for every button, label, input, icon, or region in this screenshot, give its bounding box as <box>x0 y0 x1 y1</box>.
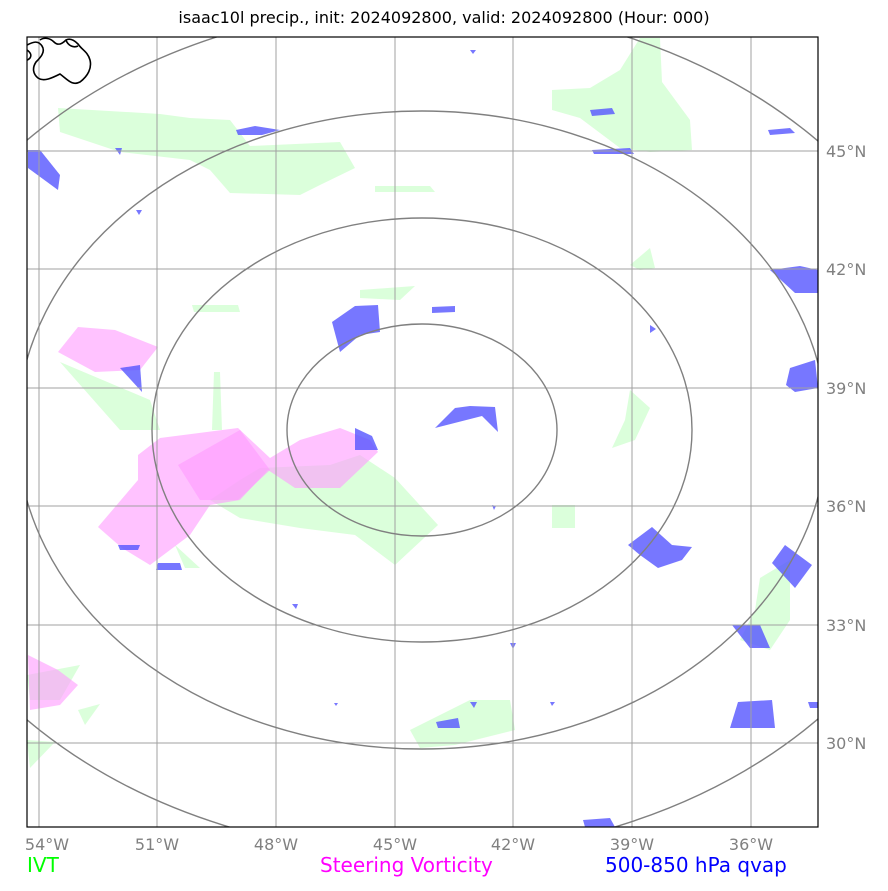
lon-label: 36°W <box>729 835 773 854</box>
qvap-region <box>435 406 498 432</box>
ivt-region <box>552 38 692 152</box>
vorticity-region <box>28 655 78 710</box>
plot-frame <box>26 36 819 828</box>
ivt-region <box>612 390 650 448</box>
lat-label: 36°N <box>826 497 866 516</box>
qvap-regions <box>28 50 818 827</box>
graticule <box>27 37 818 827</box>
qvap-region <box>583 818 615 827</box>
map-title: isaac10l precip., init: 2024092800, vali… <box>178 8 710 27</box>
range-ring <box>286 323 558 537</box>
qvap-region <box>156 563 182 570</box>
legend-ivt: IVT <box>27 853 59 877</box>
qvap-region <box>118 545 140 550</box>
ivt-region <box>27 740 55 768</box>
lon-label: 45°W <box>373 835 417 854</box>
plot-area <box>27 37 818 827</box>
ivt-region <box>60 362 160 430</box>
qvap-region <box>550 702 555 706</box>
longitude-labels: 54°W 51°W 48°W 45°W 42°W 39°W 36°W <box>25 835 773 854</box>
ivt-region <box>210 455 438 565</box>
ivt-region <box>360 286 415 300</box>
lon-label: 51°W <box>135 835 179 854</box>
lon-label: 42°W <box>491 835 535 854</box>
range-ring <box>151 217 693 643</box>
qvap-region <box>292 604 298 609</box>
ivt-region <box>552 505 575 528</box>
qvap-region <box>236 126 280 135</box>
qvap-region <box>136 210 142 215</box>
qvap-region <box>120 365 142 392</box>
vorticity-region <box>58 327 158 372</box>
ivt-region <box>410 700 515 748</box>
qvap-region <box>730 700 775 728</box>
lat-label: 42°N <box>826 260 866 279</box>
qvap-region <box>628 527 692 568</box>
vorticity-regions <box>28 327 378 710</box>
qvap-region <box>432 306 455 313</box>
ivt-region <box>212 372 222 430</box>
qvap-region <box>770 266 818 293</box>
lat-label: 39°N <box>826 379 866 398</box>
qvap-region <box>355 428 378 450</box>
qvap-region <box>786 360 818 392</box>
coastline-path <box>27 37 92 85</box>
lat-label: 45°N <box>826 142 866 161</box>
qvap-region <box>28 150 60 190</box>
qvap-region <box>470 50 476 54</box>
ivt-region <box>78 704 100 725</box>
legend-qvap: 500-850 hPa qvap <box>605 853 787 877</box>
vorticity-region <box>178 430 270 500</box>
lat-label: 30°N <box>826 734 866 753</box>
latitude-labels: 45°N 42°N 39°N 36°N 33°N 30°N <box>826 142 866 753</box>
ivt-region <box>375 186 435 192</box>
legend-steering-vorticity: Steering Vorticity <box>320 853 493 877</box>
ivt-region <box>175 545 200 568</box>
qvap-region <box>772 545 812 588</box>
ivt-region <box>630 248 655 270</box>
ivt-regions <box>27 38 790 768</box>
qvap-region <box>808 702 818 708</box>
qvap-region <box>332 305 380 352</box>
qvap-region <box>470 702 477 708</box>
lat-label: 33°N <box>826 616 866 635</box>
qvap-region <box>768 128 795 135</box>
lon-label: 39°W <box>610 835 654 854</box>
ivt-region <box>192 305 240 312</box>
coastline-path <box>65 39 79 48</box>
lon-label: 54°W <box>25 835 69 854</box>
qvap-region <box>436 718 460 728</box>
qvap-region <box>650 325 656 333</box>
lon-label: 48°W <box>254 835 298 854</box>
range-rings <box>27 37 818 827</box>
range-ring <box>27 110 818 750</box>
qvap-region <box>590 108 615 116</box>
qvap-region <box>334 703 338 706</box>
